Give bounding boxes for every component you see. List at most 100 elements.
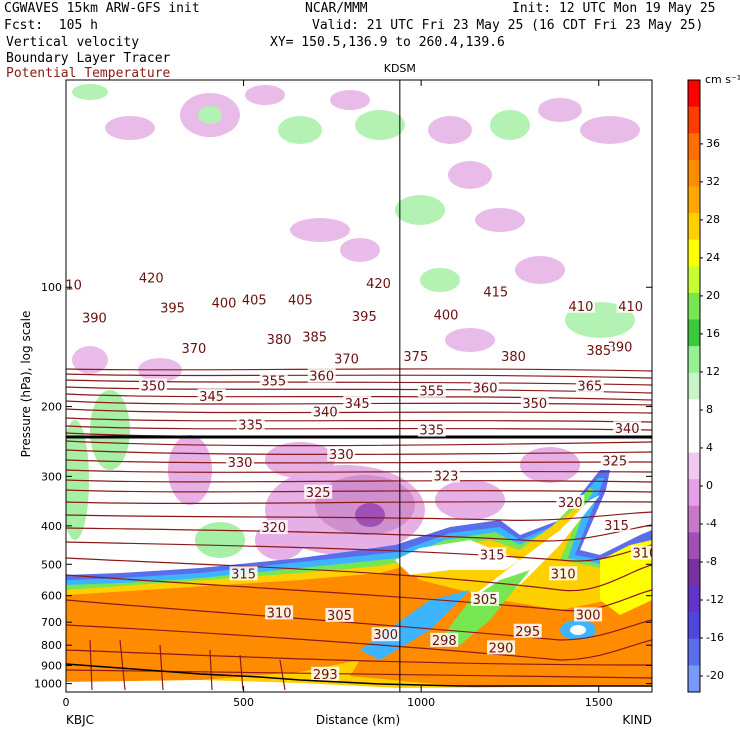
colorbar-frame — [687, 79, 701, 693]
isentrope-label-bg — [226, 455, 255, 470]
isentrope-label: 300 — [373, 628, 398, 643]
isentrope-label: 395 — [160, 301, 185, 316]
isentrope-label-bg — [240, 292, 269, 307]
colorbar: 36 32 28 24 20 16 12 8 4 0 -4 -8 -12 -16 -20 — [687, 79, 724, 693]
colorbar-label: 20 — [706, 289, 720, 302]
colorbar-swatch — [688, 505, 700, 533]
colorbar-swatch — [688, 186, 700, 214]
isentrope-label-bg — [332, 351, 361, 366]
isentrope-label-bg — [179, 340, 208, 355]
isentrope-label: 323 — [434, 469, 459, 484]
colorbar-swatch — [688, 479, 700, 507]
colorbar-label: 12 — [706, 365, 720, 378]
isentrope-label-bg — [417, 422, 446, 437]
init-time: Init: 12 UTC Mon 19 May 25 — [512, 1, 716, 16]
isentrope-label: 370 — [181, 342, 206, 357]
colorbar-swatch — [688, 213, 700, 241]
field-boundary-layer: Boundary Layer Tracer — [6, 51, 171, 66]
colorbar-label: -4 — [706, 517, 717, 530]
x-tick-label: 500 — [233, 696, 254, 709]
plot-frame — [65, 79, 653, 693]
colorbar-swatch — [688, 106, 700, 134]
y-tick-label: 800 — [41, 639, 62, 652]
colorbar-label: -16 — [706, 631, 724, 644]
isentrope-label: 295 — [515, 625, 540, 640]
isentrope-label-bg — [499, 349, 528, 364]
colorbar-label: -12 — [706, 593, 724, 606]
isentrope-label-bg — [307, 368, 336, 383]
isentrope-label: 400 — [212, 297, 237, 312]
isentrope-label-bg — [236, 417, 265, 432]
isentrope-label: 315 — [231, 567, 256, 582]
y-tick-label: 200 — [41, 401, 62, 414]
isentrope-label-bg — [311, 404, 340, 419]
colorbar-swatch — [688, 266, 700, 294]
isentrope-label: 420 — [139, 271, 164, 286]
isentrope-label-bg — [327, 447, 356, 462]
isentrope-label: 310 — [551, 567, 576, 582]
colorbar-label: 28 — [706, 213, 720, 226]
colorbar-swatch — [688, 585, 700, 613]
isentrope-label-bg — [265, 605, 294, 620]
colorbar-swatch — [688, 452, 700, 480]
x-axis-ticks: 0 500 1000 1500 — [63, 80, 613, 709]
colorbar-swatch — [688, 612, 700, 640]
colorbar-swatch — [688, 239, 700, 267]
colorbar-swatch — [688, 80, 700, 108]
isentrope-label-bg — [286, 292, 315, 307]
isentrope-label-bg — [606, 339, 635, 354]
colorbar-swatch — [688, 133, 700, 161]
isentrope-label: 300 — [576, 608, 601, 623]
x-axis-label: Distance (km) — [316, 713, 400, 727]
colorbar-swatch — [688, 292, 700, 320]
isentrope-label-bg — [66, 277, 84, 292]
isentrope-label-bg — [343, 395, 372, 410]
isentrope-label-bg — [259, 373, 288, 388]
isentrope-label-bg — [630, 545, 652, 560]
isentrope-label-bg — [364, 275, 393, 290]
field-potential-temperature: Potential Temperature — [6, 66, 171, 81]
isentrope-label: 330 — [329, 448, 354, 463]
xy-coordinates: XY= 150.5,136.9 to 260.4,139.6 — [270, 35, 505, 50]
isentrope-label-bg — [325, 607, 354, 622]
isentrope-label-bg — [520, 395, 549, 410]
isentrope-label-bg — [430, 632, 459, 647]
isentrope-label-bg — [259, 520, 288, 535]
isentrope-label: 390 — [608, 341, 633, 356]
isentrope-label: 360 — [473, 381, 498, 396]
isentrope-label: 350 — [141, 380, 166, 395]
x-tick-label: 1500 — [585, 696, 613, 709]
isentrope-label-bg — [229, 566, 258, 581]
isentrope-label: 335 — [419, 424, 444, 439]
x-tick-label: 0 — [63, 696, 70, 709]
isentrope-label: 335 — [238, 418, 263, 433]
isentrope-label-bg — [197, 388, 226, 403]
colorbar-swatch — [688, 532, 700, 560]
isentrope-label-bg — [471, 380, 500, 395]
y-tick-label: 400 — [41, 520, 62, 533]
isentrope-label-bg — [584, 343, 613, 358]
colorbar-swatch — [688, 346, 700, 374]
isentrope-label-bg — [556, 494, 585, 509]
isentrope-label: 310 — [267, 606, 292, 621]
forecast-hour: Fcst: 105 h — [4, 18, 98, 33]
y-tick-label: 300 — [41, 470, 62, 483]
field-vertical-velocity: Vertical velocity — [6, 35, 140, 50]
isentrope-label: 375 — [403, 350, 428, 365]
isentrope-label-bg — [481, 284, 510, 299]
isentrope-label-bg — [80, 310, 109, 325]
kdsm-label: KDSM — [384, 62, 416, 75]
isentrope-label-bg — [600, 453, 629, 468]
isentrope-label: 305 — [327, 609, 352, 624]
isentrope-label-bg — [137, 270, 166, 285]
isentrope-label-bg — [513, 623, 542, 638]
colorbar-label: 8 — [706, 403, 713, 416]
isentrope-label-bg — [432, 468, 461, 483]
isentrope-label: 390 — [82, 312, 107, 327]
colorbar-swatch — [688, 159, 700, 187]
colorbar-label: 32 — [706, 175, 720, 188]
isentrope-label: 355 — [261, 375, 286, 390]
colorbar-swatch — [688, 558, 700, 587]
colorbar-label: 36 — [706, 137, 720, 150]
colorbar-swatch — [688, 638, 700, 666]
